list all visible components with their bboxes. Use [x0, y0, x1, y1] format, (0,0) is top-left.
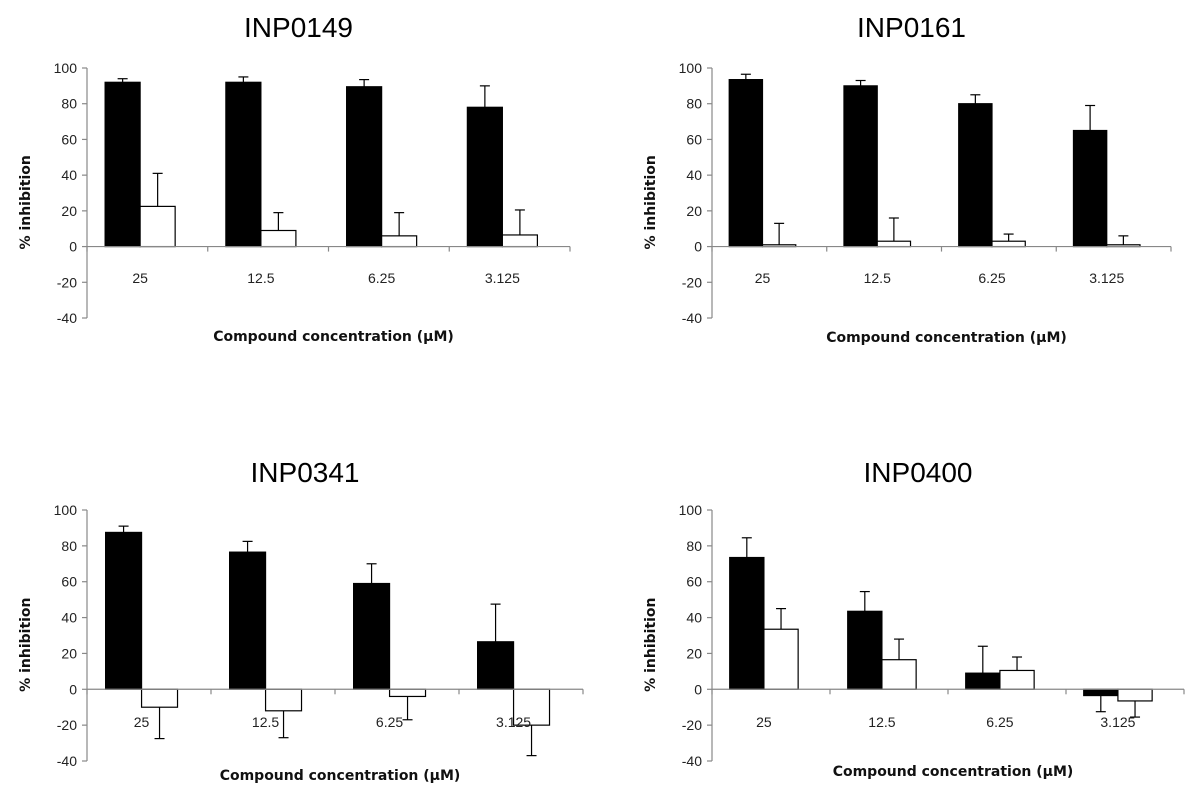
- bar-chart-inp0149: INP0149 -40 -20 0 20 40 60 80 100 % inhibition 25 1…: [18, 12, 571, 345]
- chart-title: INP0341: [251, 457, 360, 488]
- bar: [260, 229, 297, 248]
- x-axis-title: Compound concentration (µM): [833, 764, 1074, 780]
- y-axis-title: % inhibition: [18, 155, 34, 249]
- bar: [388, 688, 427, 698]
- x-category-label: 25: [756, 714, 772, 730]
- x-category-label: 25: [134, 714, 150, 730]
- x-axis-title: Compound concentration (µM): [213, 329, 454, 345]
- y-tick-label: 100: [679, 502, 703, 518]
- chart-panel-inp0400: INP0400 -40 -20 0 20 40 60 80 100 % inhibition 25 1…: [599, 393, 1197, 785]
- bar: [763, 628, 799, 690]
- chart-title: INP0400: [864, 457, 973, 488]
- bar: [881, 659, 917, 690]
- y-axis-title: % inhibition: [643, 155, 659, 249]
- bar: [229, 551, 267, 690]
- y-tick-label: 80: [61, 538, 77, 554]
- chart-panel-inp0341: INP0341 -40 -20 0 20 40 60 80 100 % inhibition 25 1…: [0, 393, 598, 785]
- y-tick-label: 0: [694, 681, 702, 697]
- bar: [104, 531, 143, 690]
- bar: [353, 582, 391, 690]
- y-tick-label: 20: [686, 203, 702, 219]
- x-category-label: 12.5: [868, 714, 895, 730]
- x-category-label: 6.25: [376, 714, 403, 730]
- y-tick-label: -40: [57, 310, 77, 326]
- y-tick-label: 20: [686, 645, 702, 661]
- bar: [991, 240, 1026, 248]
- y-tick-label: 80: [686, 96, 702, 112]
- bar: [847, 610, 883, 690]
- y-tick-label: -40: [682, 310, 702, 326]
- x-category-label: 3.125: [1100, 714, 1135, 730]
- x-axis-title: Compound concentration (µM): [826, 330, 1067, 346]
- bar: [876, 240, 912, 248]
- bar: [501, 234, 538, 248]
- y-tick-label: 20: [61, 203, 77, 219]
- bar-chart-inp0341: INP0341 -40 -20 0 20 40 60 80 100 % inhibition 25 1…: [18, 457, 584, 784]
- bar: [139, 205, 176, 248]
- y-tick-label: 0: [69, 239, 77, 255]
- bar: [225, 81, 262, 248]
- bar: [140, 688, 179, 708]
- y-tick-label: 0: [694, 239, 702, 255]
- x-category-label: 12.5: [864, 270, 891, 286]
- bar: [466, 106, 503, 248]
- bar: [958, 103, 993, 248]
- y-tick-label: -40: [57, 753, 77, 769]
- x-category-label: 6.25: [986, 714, 1013, 730]
- x-category-label: 25: [132, 270, 148, 286]
- bar: [999, 669, 1035, 690]
- y-tick-label: 80: [686, 538, 702, 554]
- x-category-label: 3.125: [496, 714, 531, 730]
- y-tick-label: 100: [54, 60, 78, 76]
- y-tick-label: 60: [686, 131, 702, 147]
- y-tick-label: 80: [61, 96, 77, 112]
- x-category-label: 6.25: [368, 270, 395, 286]
- bar: [264, 688, 303, 712]
- bar: [104, 81, 141, 248]
- y-tick-label: 0: [69, 681, 77, 697]
- chart-panel-inp0161: INP0161 -40 -20 0 20 40 60 80 100 % inhibition 25 1…: [599, 0, 1197, 392]
- bar: [1072, 129, 1108, 248]
- y-tick-label: 40: [686, 167, 702, 183]
- y-tick-label: 20: [61, 645, 77, 661]
- bar: [346, 86, 383, 248]
- bar-chart-inp0400: INP0400 -40 -20 0 20 40 60 80 100 % inhibition 25 1…: [643, 457, 1185, 780]
- y-tick-label: 40: [61, 167, 77, 183]
- y-tick-label: 60: [61, 574, 77, 590]
- y-tick-label: -40: [682, 753, 702, 769]
- y-tick-label: -20: [682, 274, 702, 290]
- chart-title: INP0161: [857, 12, 966, 43]
- x-category-label: 12.5: [252, 714, 279, 730]
- bar: [843, 85, 878, 248]
- bar: [1117, 688, 1153, 702]
- x-category-label: 12.5: [247, 270, 274, 286]
- y-tick-label: 100: [54, 502, 78, 518]
- bar: [1083, 688, 1119, 697]
- x-category-label: 25: [755, 270, 771, 286]
- bar: [477, 641, 515, 690]
- bar: [728, 79, 764, 248]
- y-axis-title: % inhibition: [643, 597, 659, 691]
- y-tick-label: -20: [682, 717, 702, 733]
- y-tick-label: 40: [686, 610, 702, 626]
- y-tick-label: -20: [57, 274, 77, 290]
- x-category-label: 3.125: [485, 270, 520, 286]
- bar: [965, 672, 1001, 690]
- y-tick-label: 100: [679, 60, 703, 76]
- x-category-label: 6.25: [978, 270, 1005, 286]
- bar-chart-inp0161: INP0161 -40 -20 0 20 40 60 80 100 % inhibition 25 1…: [643, 12, 1172, 346]
- x-axis-title: Compound concentration (µM): [220, 768, 461, 784]
- y-tick-label: 40: [61, 610, 77, 626]
- x-category-label: 3.125: [1089, 270, 1124, 286]
- bar: [729, 556, 765, 690]
- y-tick-label: 60: [61, 131, 77, 147]
- bar: [381, 235, 418, 248]
- chart-panel-inp0149: INP0149 -40 -20 0 20 40 60 80 100 % inhibition 25 1…: [0, 0, 598, 392]
- y-tick-label: 60: [686, 574, 702, 590]
- y-axis-title: % inhibition: [18, 597, 34, 691]
- chart-title: INP0149: [244, 12, 353, 43]
- y-tick-label: -20: [57, 717, 77, 733]
